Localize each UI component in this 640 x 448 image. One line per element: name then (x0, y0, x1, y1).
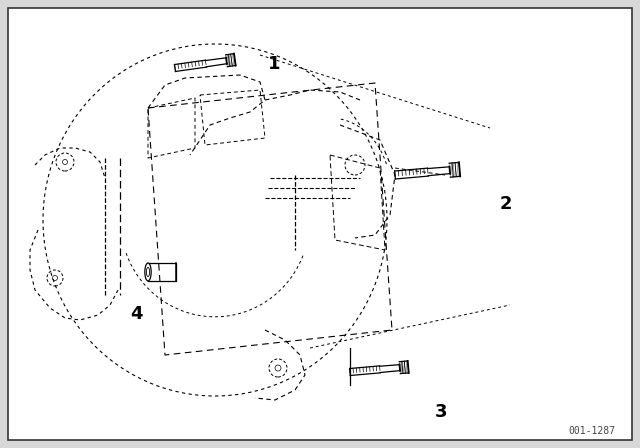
FancyBboxPatch shape (8, 8, 632, 440)
FancyBboxPatch shape (148, 263, 176, 281)
Text: 2: 2 (500, 195, 513, 213)
Circle shape (275, 365, 281, 371)
Text: 4: 4 (130, 305, 143, 323)
Circle shape (345, 155, 365, 175)
Text: 3: 3 (435, 403, 447, 421)
Text: 1: 1 (268, 55, 280, 73)
Text: 001-1287: 001-1287 (568, 426, 615, 436)
Ellipse shape (147, 267, 150, 276)
Circle shape (63, 159, 67, 164)
Circle shape (269, 359, 287, 377)
Circle shape (52, 276, 58, 280)
Ellipse shape (145, 263, 151, 281)
Circle shape (56, 153, 74, 171)
Circle shape (47, 270, 63, 286)
